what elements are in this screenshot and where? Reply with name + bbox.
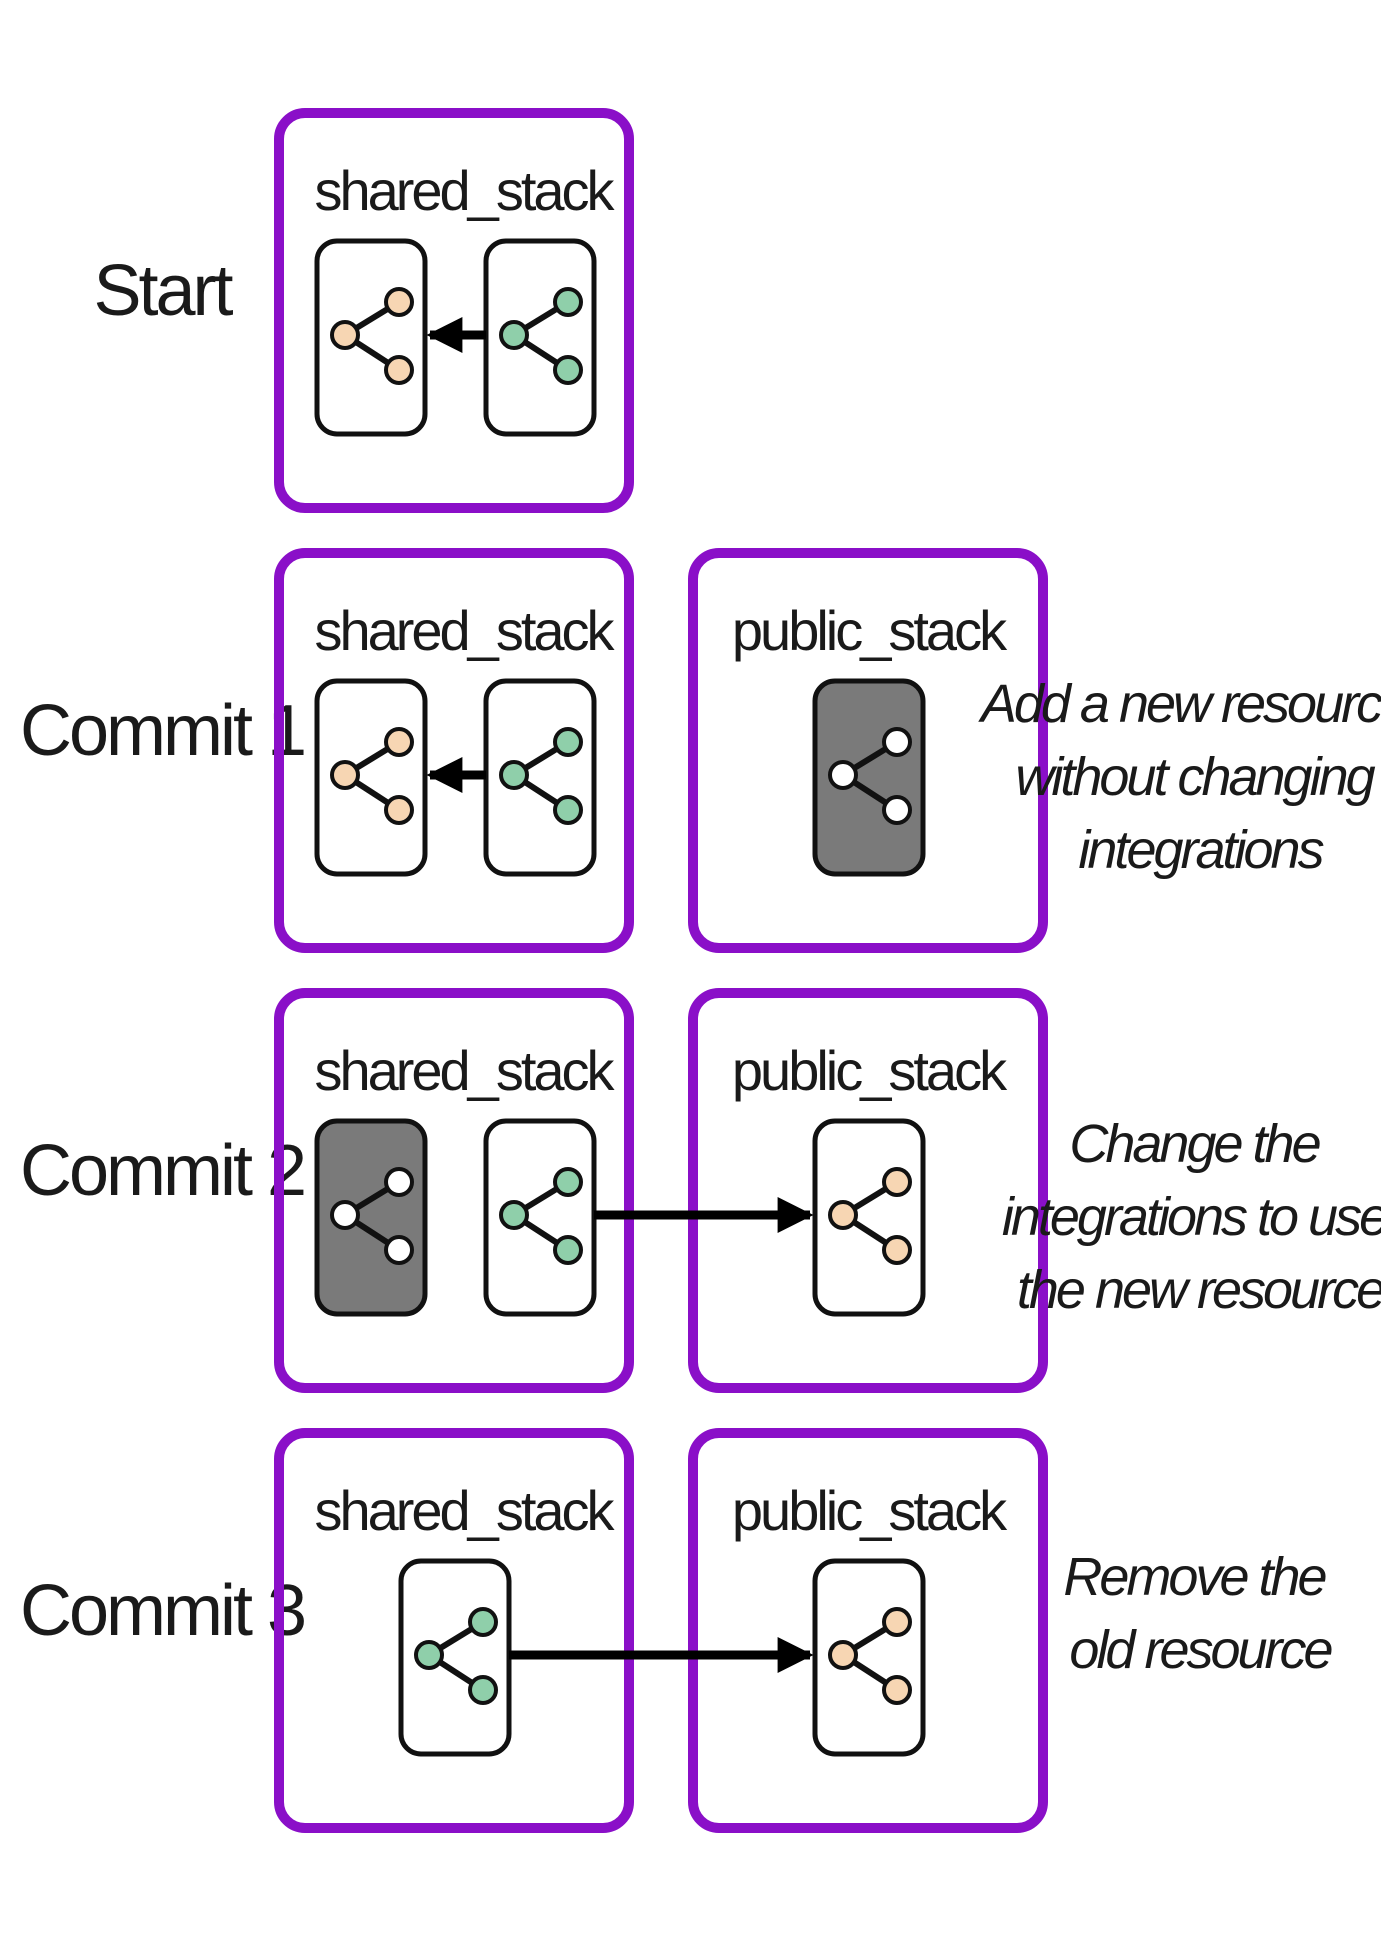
share-icon <box>414 1607 498 1705</box>
row-commit-1: Commit 1 shared_stack <box>20 548 1381 953</box>
shared-stack-title: shared_stack <box>314 159 615 222</box>
share-icon <box>828 1607 912 1705</box>
shared-stack-title: shared_stack <box>314 1479 615 1542</box>
share-icon <box>330 727 414 825</box>
row-label: Start <box>93 251 233 331</box>
new-resource-node <box>812 1118 926 1317</box>
public-stack-box <box>688 548 1048 953</box>
step-note: Remove the old resource <box>1063 1547 1336 1680</box>
integration-node <box>483 678 597 877</box>
row-label: Commit 1 <box>20 691 304 771</box>
shared-stack-title: shared_stack <box>314 1039 615 1102</box>
integration-node <box>483 1118 597 1317</box>
integration-node <box>398 1558 512 1757</box>
shared-stack-box <box>274 548 634 953</box>
row-commit-3: Commit 3 shared_stack public_stack <box>20 1428 1336 1833</box>
shared-resource-node <box>314 238 428 437</box>
row-label: Commit 2 <box>20 1131 304 1211</box>
shared-stack-box <box>274 108 634 513</box>
share-icon <box>330 287 414 385</box>
share-icon <box>330 1167 414 1265</box>
shared-stack-box <box>274 988 634 1393</box>
new-resource-node <box>812 1558 926 1757</box>
step-note: Change the integrations to use the new r… <box>1002 1114 1381 1320</box>
integration-node <box>483 238 597 437</box>
public-stack-box <box>688 988 1048 1393</box>
old-resource-node <box>314 1118 428 1317</box>
share-icon <box>499 287 583 385</box>
row-start: Start shared_stack <box>93 108 634 513</box>
public-stack-box <box>688 1428 1048 1833</box>
shared-stack-title: shared_stack <box>314 599 615 662</box>
row-commit-2: Commit 2 shared_stack publ <box>20 988 1381 1393</box>
share-icon <box>499 727 583 825</box>
new-resource-node <box>812 678 926 877</box>
share-icon <box>499 1167 583 1265</box>
share-icon <box>828 1167 912 1265</box>
public-stack-title: public_stack <box>732 599 1008 662</box>
shared-stack-box <box>274 1428 634 1833</box>
step-note: Add a new resource without changing inte… <box>978 674 1381 880</box>
public-stack-title: public_stack <box>732 1039 1008 1102</box>
public-stack-title: public_stack <box>732 1479 1008 1542</box>
shared-resource-node <box>314 678 428 877</box>
row-label: Commit 3 <box>20 1571 304 1651</box>
share-icon <box>828 727 912 825</box>
